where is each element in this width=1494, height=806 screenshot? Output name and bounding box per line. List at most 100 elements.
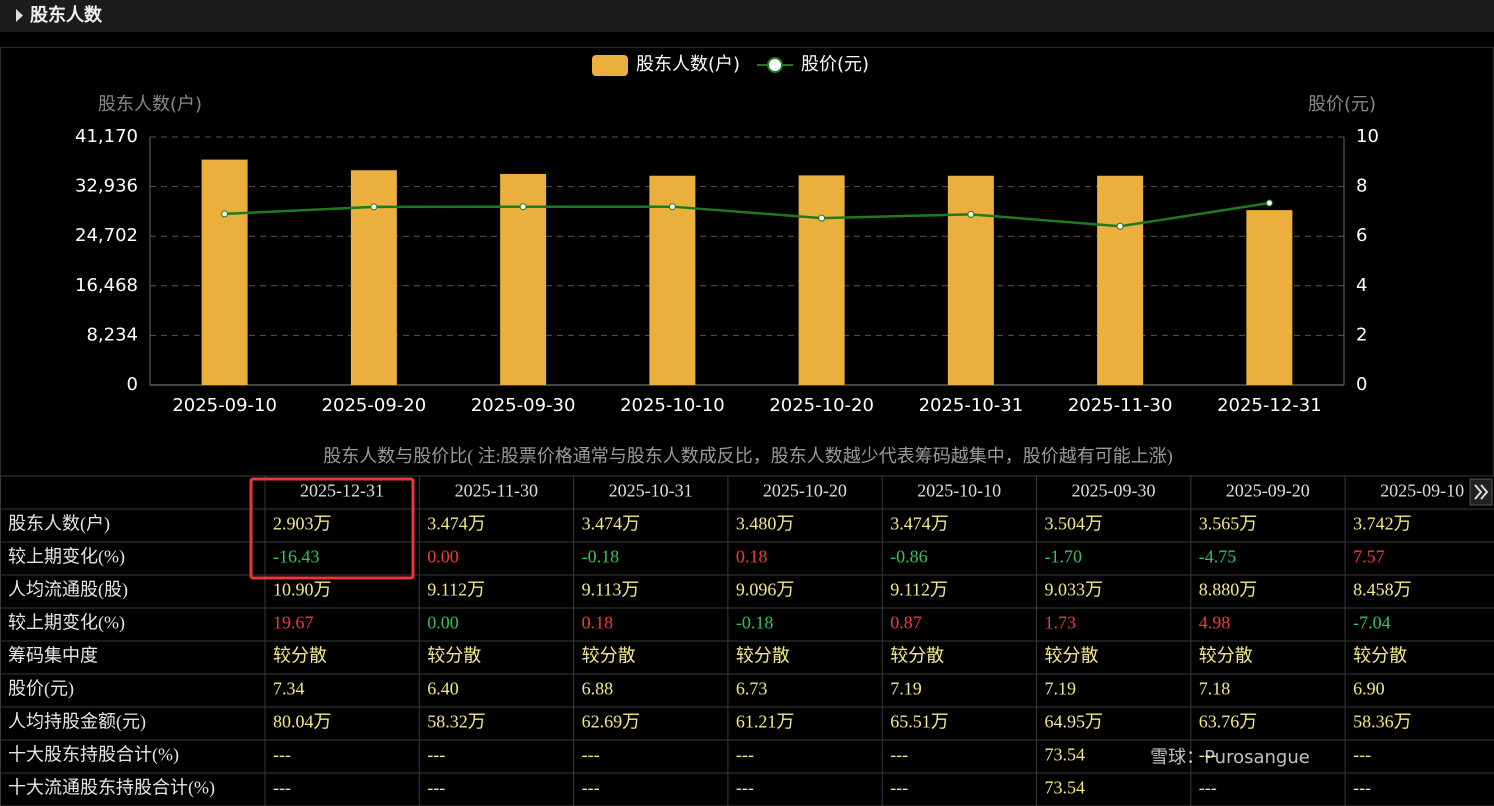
x-tick-label: 2025-09-20	[322, 395, 427, 416]
table-cell: 9.096万	[736, 580, 795, 600]
bar	[649, 175, 696, 385]
row-label: 十大流通股东持股合计(%)	[8, 778, 215, 799]
table-cell: ---	[582, 745, 600, 765]
legend-swatch	[592, 55, 628, 76]
table-cell: ---	[736, 778, 754, 798]
table-cell: 6.73	[736, 679, 768, 699]
table-cell: 9.033万	[1045, 580, 1104, 600]
legend-label: 股东人数(户)	[636, 54, 740, 75]
table-cell: -0.86	[890, 547, 928, 567]
table-cell: ---	[1353, 745, 1371, 765]
row-label: 十大股东持股合计(%)	[8, 745, 179, 766]
table-cell: -7.04	[1353, 613, 1391, 633]
caption: 股东人数与股价比( 注:股票价格通常与股东人数成反比，股东人数越少代表筹码越集中…	[323, 446, 1172, 467]
table-cell: 62.69万	[582, 712, 641, 732]
x-tick-label: 2025-10-31	[919, 395, 1024, 416]
price-line	[224, 201, 1270, 228]
y-axis-title: 股东人数(户)	[98, 94, 202, 115]
table-cell: 7.18	[1199, 679, 1231, 699]
highlight-box	[249, 477, 415, 580]
x-tick-label: 2025-11-30	[1068, 395, 1173, 416]
table-cell: 0.00	[427, 547, 459, 567]
table-cell: ---	[273, 745, 291, 765]
table-cell: ---	[890, 745, 908, 765]
table-cell: 0.18	[582, 613, 614, 633]
table-cell: 7.57	[1353, 547, 1385, 567]
table-cell: 0.00	[427, 613, 459, 633]
table-cell: 3.742万	[1353, 514, 1412, 534]
y2-tick-label: 8	[1356, 176, 1367, 197]
table-cell: 1.73	[1045, 613, 1077, 633]
table-cell: ---	[273, 778, 291, 798]
table-cell: 73.54	[1045, 745, 1086, 765]
table-cell: 9.112万	[890, 580, 948, 600]
scroll-right-icon	[1474, 484, 1489, 500]
table-cell: 7.19	[890, 679, 922, 699]
x-tick-label: 2025-12-31	[1217, 395, 1322, 416]
row-label: 人均流通股(股)	[8, 580, 128, 601]
row-label: 较上期变化(%)	[8, 547, 125, 568]
y2-tick-label: 2	[1356, 324, 1367, 345]
y-tick-label: 16,468	[75, 275, 138, 296]
price-point	[818, 214, 826, 222]
legend-label: 股价(元)	[801, 54, 869, 75]
table-cell: 6.40	[427, 679, 459, 699]
y-tick-label: 24,702	[75, 225, 138, 246]
table-cell: 58.36万	[1353, 712, 1412, 732]
table-cell: 较分散	[582, 646, 636, 666]
table-cell: 较分散	[736, 646, 790, 666]
table: 2025-12-31 2025-11-30 2025-10-31 2025-10-20…	[0, 475, 1494, 806]
x-tick-label: 2025-09-30	[471, 395, 576, 416]
bar	[350, 170, 397, 385]
y-tick-label: 0	[127, 374, 138, 395]
table-cell: 3.565万	[1199, 514, 1258, 534]
table-cell: 较分散	[1045, 646, 1099, 666]
table-cell: -0.18	[736, 613, 774, 633]
price-point	[370, 203, 378, 211]
column-header: 2025-10-20	[763, 481, 847, 501]
price-point	[967, 210, 975, 218]
row-label: 较上期变化(%)	[8, 613, 125, 634]
bar	[798, 175, 845, 385]
y-tick-label: 8,234	[86, 324, 138, 345]
table-cell: 3.480万	[736, 514, 795, 534]
table-cell: 0.18	[736, 547, 768, 567]
price-point	[221, 210, 229, 218]
table-cell: 3.474万	[427, 514, 486, 534]
table-cell: 3.474万	[890, 514, 949, 534]
row-label: 股东人数(户)	[8, 514, 110, 535]
column-header: 2025-11-30	[455, 481, 538, 501]
y2-tick-label: 4	[1356, 275, 1367, 296]
collapse-icon[interactable]	[16, 9, 23, 22]
x-tick-label: 2025-10-20	[769, 395, 874, 416]
price-point	[668, 203, 676, 211]
table-cell: 7.19	[1045, 679, 1077, 699]
table-cell: 9.113万	[582, 580, 640, 600]
table-cell: 63.76万	[1199, 712, 1258, 732]
table-cell: 4.98	[1199, 613, 1231, 633]
column-header: 2025-09-30	[1072, 481, 1156, 501]
column-header: 2025-09-10	[1380, 481, 1464, 501]
row-label: 人均持股金额(元)	[8, 712, 146, 733]
column-header: 2025-10-31	[609, 481, 693, 501]
table-cell: 0.87	[890, 613, 922, 633]
row-label: 筹码集中度	[8, 646, 98, 666]
table-cell: 3.474万	[582, 514, 641, 534]
table-cell: 7.34	[273, 679, 305, 699]
table-cell: 2.903万	[273, 514, 332, 534]
table-cell: 73.54	[1045, 778, 1086, 798]
bar	[1097, 175, 1144, 385]
table-cell: 6.88	[582, 679, 614, 699]
table-cell: 3.504万	[1045, 514, 1104, 534]
table-cell: 19.67	[273, 613, 314, 633]
table-cell: ---	[1353, 778, 1371, 798]
price-point	[519, 203, 527, 211]
bar	[201, 159, 248, 385]
table-cell: ---	[736, 745, 754, 765]
price-point	[1116, 222, 1124, 230]
table-cell: -4.75	[1199, 547, 1237, 567]
header-title: 股东人数	[29, 4, 103, 26]
table-cell: 较分散	[1199, 646, 1253, 666]
